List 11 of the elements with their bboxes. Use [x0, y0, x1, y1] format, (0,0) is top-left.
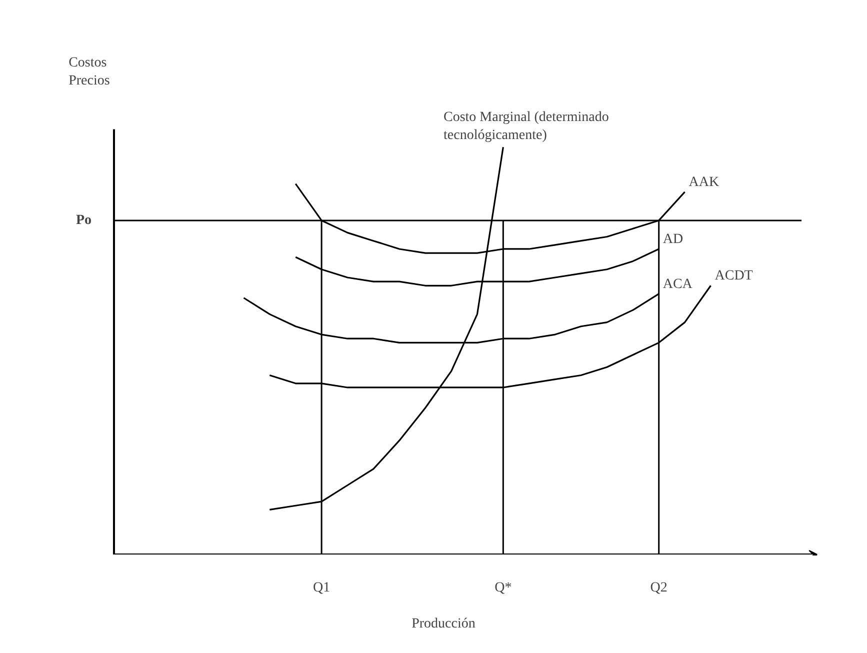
x-tick-label: Q1	[313, 580, 330, 596]
ref-line-label: Po	[76, 212, 92, 228]
text: Costo Marginal (determinado tecnológicamente)	[444, 110, 609, 144]
x-tick-label: Q2	[650, 580, 668, 596]
series-label: ACDT	[714, 268, 754, 284]
x-axis-title: Producción	[412, 616, 476, 632]
series-label: AAK	[688, 174, 720, 190]
series-label: AD	[662, 232, 684, 247]
y-axis-title: Costos Precios	[68, 56, 110, 89]
series-label: ACA	[662, 276, 694, 292]
x-tick-label: Q*	[494, 580, 512, 596]
